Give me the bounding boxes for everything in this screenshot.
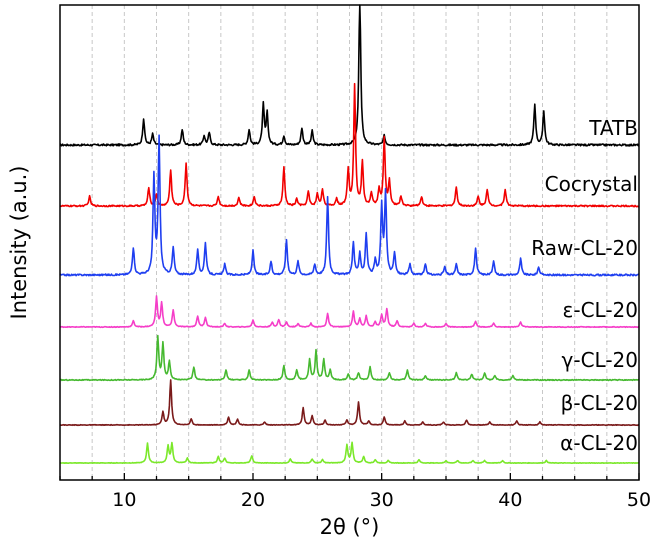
x-tick-label: 20 [241, 489, 265, 511]
series-label: ε-CL-20 [563, 298, 638, 322]
series-label: β-CL-20 [561, 391, 638, 415]
series-label: TATB [588, 116, 638, 140]
x-tick-label: 30 [370, 489, 394, 511]
series-labels: TATB Cocrystal Raw-CL-20 ε-CL-20 γ-CL-20 β-CL… [531, 116, 638, 455]
x-tick-label: 40 [498, 489, 522, 511]
series-label: Cocrystal [545, 172, 638, 196]
series-line [59, 334, 640, 382]
series-line [59, 379, 640, 427]
series-label: Raw-CL-20 [531, 236, 638, 260]
series-line [59, 4, 640, 147]
series-line [59, 295, 640, 329]
grid-lines [91, 5, 608, 480]
series-line [59, 82, 640, 208]
y-axis-title: Intensity (a.u.) [7, 166, 31, 320]
series-label: α-CL-20 [560, 431, 638, 455]
series-traces [59, 4, 640, 465]
x-axis-ticks: 10 20 30 40 50 [59, 473, 651, 511]
x-tick-label: 50 [627, 489, 651, 511]
series-line [59, 134, 640, 277]
x-tick-label: 10 [112, 489, 136, 511]
x-axis-title: 2θ (°) [320, 515, 380, 539]
series-label: γ-CL-20 [562, 348, 638, 372]
series-line [59, 441, 640, 465]
